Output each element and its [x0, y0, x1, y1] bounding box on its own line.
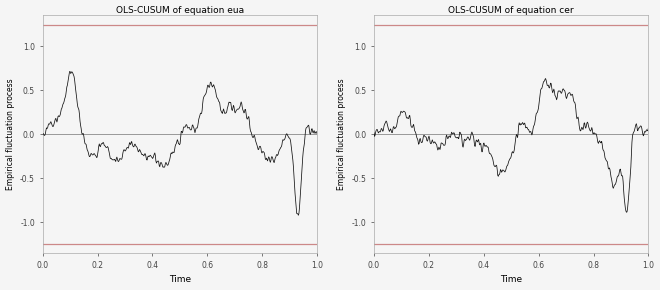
X-axis label: Time: Time: [169, 276, 191, 284]
Title: OLS-CUSUM of equation cer: OLS-CUSUM of equation cer: [448, 6, 574, 14]
Y-axis label: Empirical fluctuation process: Empirical fluctuation process: [337, 79, 346, 190]
Title: OLS-CUSUM of equation eua: OLS-CUSUM of equation eua: [115, 6, 244, 14]
X-axis label: Time: Time: [500, 276, 522, 284]
Y-axis label: Empirical fluctuation process: Empirical fluctuation process: [5, 79, 15, 190]
